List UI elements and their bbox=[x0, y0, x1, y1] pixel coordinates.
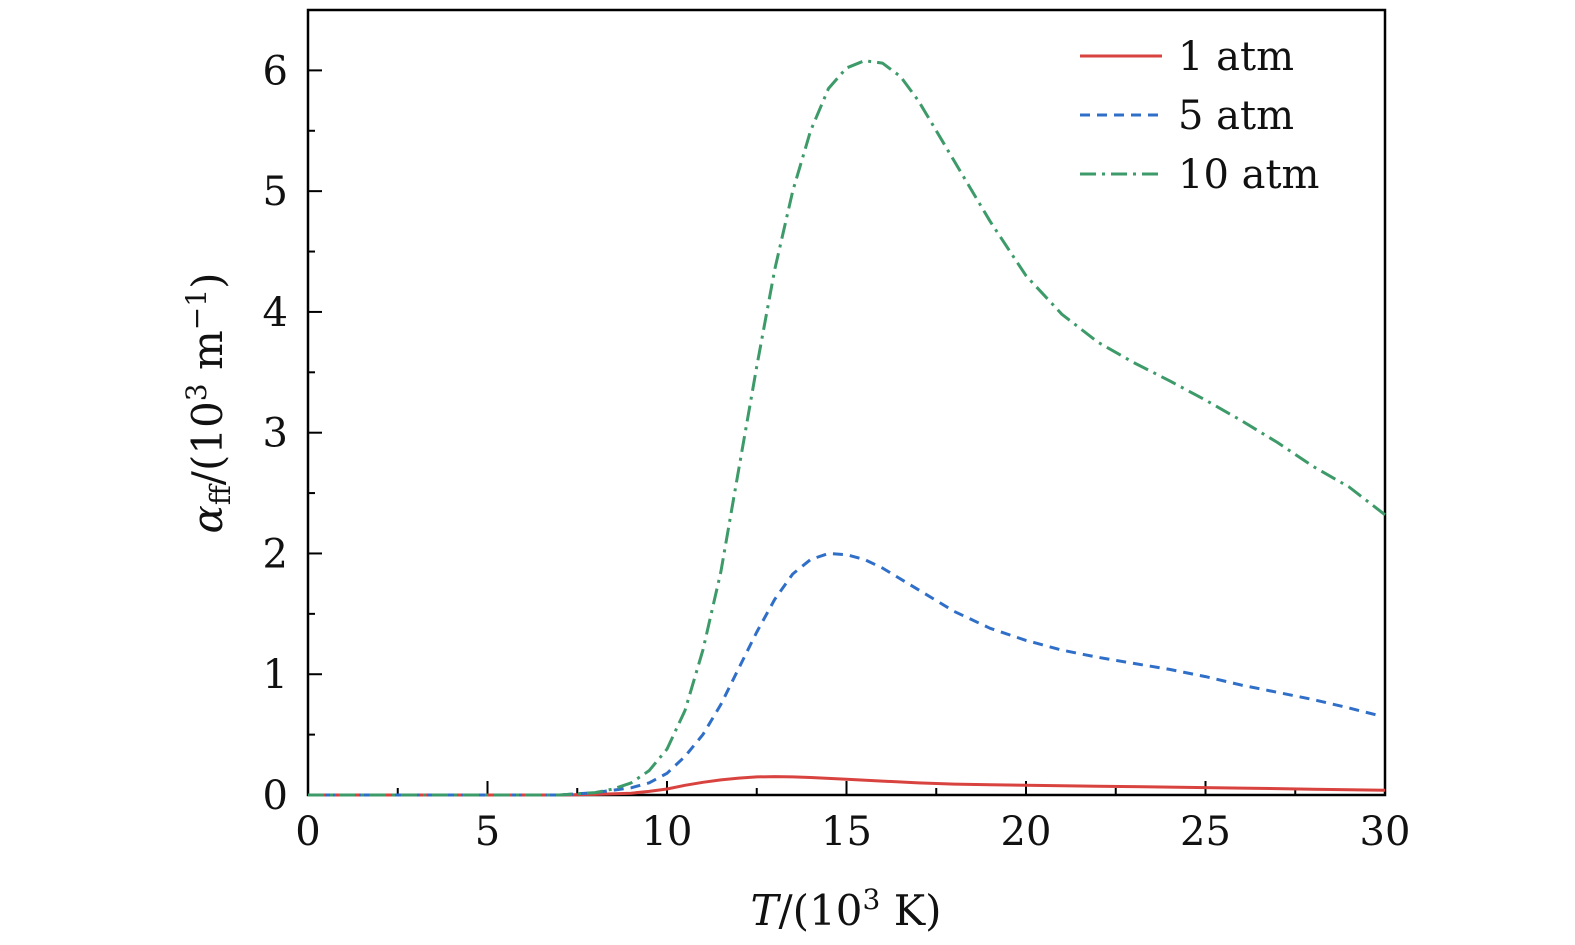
legend-label: 1 atm bbox=[1178, 34, 1294, 80]
y-axis-label: αff/(103 m−1) bbox=[180, 273, 237, 534]
legend-label: 10 atm bbox=[1178, 152, 1319, 198]
series-layer bbox=[308, 59, 1386, 797]
series-line bbox=[308, 775, 1386, 797]
y-tick-label: 2 bbox=[263, 531, 288, 577]
x-tick-label: 15 bbox=[821, 809, 872, 855]
axis-ticks: 0 5 10 15 20 25 30 0 1 2 3 4 5 6 bbox=[263, 48, 1411, 855]
x-tick-label: 5 bbox=[475, 809, 500, 855]
series-line bbox=[308, 552, 1379, 797]
y-tick-label: 3 bbox=[263, 411, 288, 457]
legend-label: 5 atm bbox=[1178, 93, 1294, 139]
x-tick-label: 30 bbox=[1360, 809, 1411, 855]
x-tick-label: 20 bbox=[1001, 809, 1052, 855]
x-tick-label: 10 bbox=[642, 809, 693, 855]
series-line bbox=[308, 59, 1386, 797]
y-tick-label: 6 bbox=[263, 48, 288, 94]
x-tick-label: 25 bbox=[1180, 809, 1231, 855]
y-tick-label: 0 bbox=[263, 773, 288, 819]
y-tick-label: 5 bbox=[263, 169, 288, 215]
x-tick-label: 0 bbox=[295, 809, 320, 855]
x-axis-label: T/(103 K) bbox=[751, 883, 942, 935]
y-tick-label: 4 bbox=[263, 290, 288, 336]
legend: 1 atm 5 atm 10 atm bbox=[1080, 34, 1319, 198]
y-tick-label: 1 bbox=[263, 652, 288, 698]
